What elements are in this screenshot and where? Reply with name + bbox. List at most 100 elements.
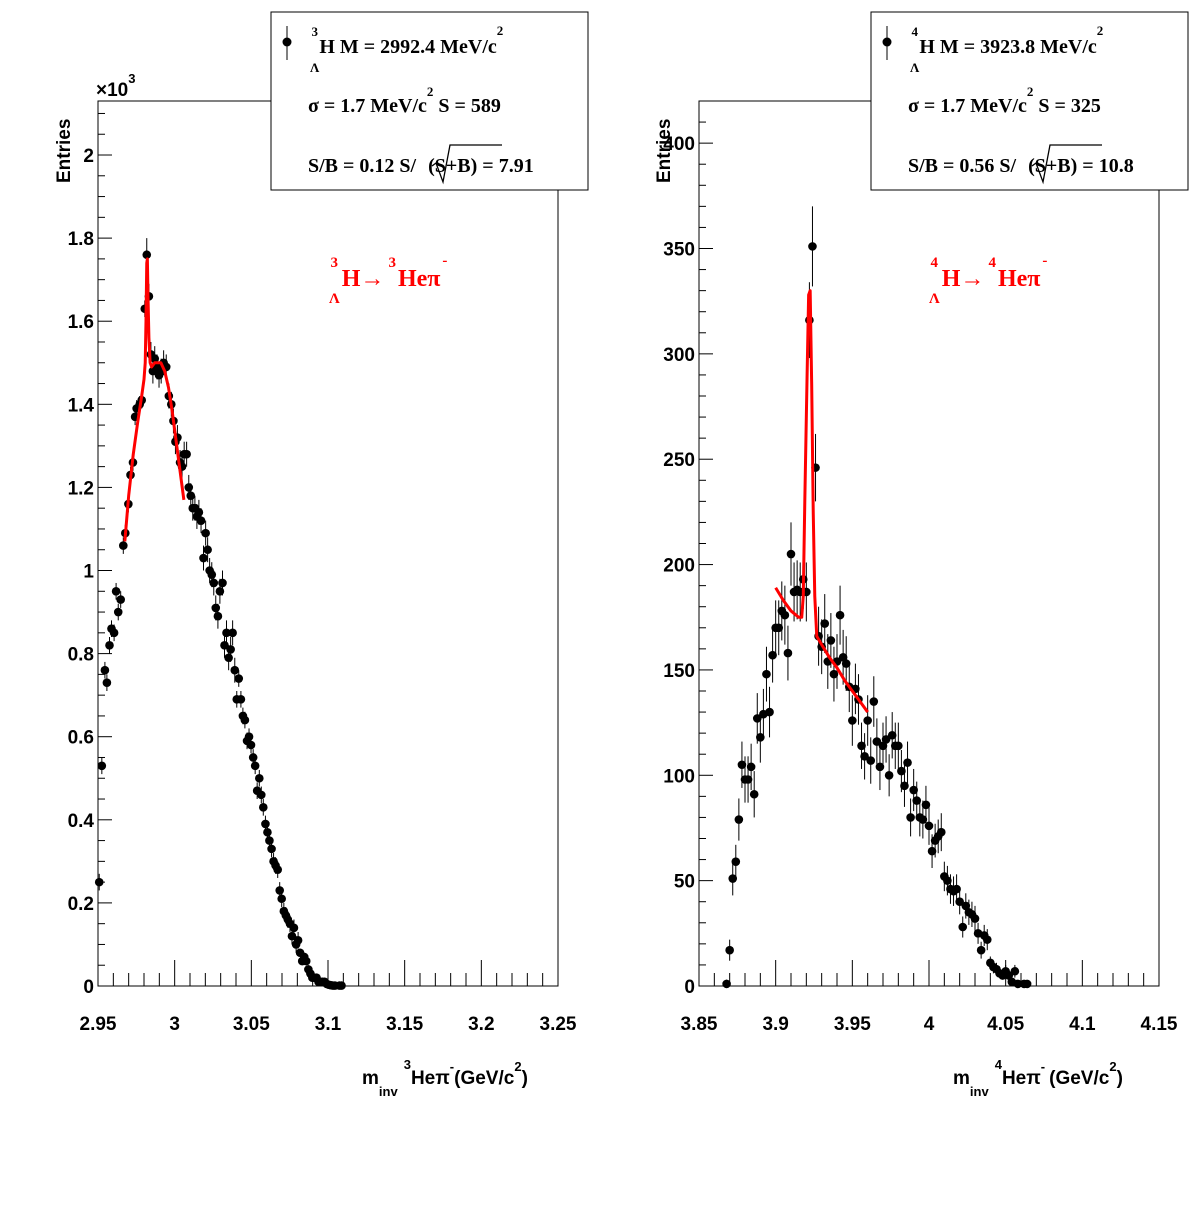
tick-labels: 3.85 3.9 3.95 4 4.05 4.1 4.15 0 50 100 150 200 250 30… — [663, 134, 1178, 1035]
data-point — [887, 712, 897, 759]
data-point — [255, 769, 264, 787]
data-marker — [743, 775, 753, 784]
data-marker — [734, 815, 744, 824]
data-point — [746, 743, 756, 791]
x-tick-label: 3.25 — [540, 1014, 577, 1035]
data-point — [912, 781, 922, 820]
data-marker — [244, 732, 254, 742]
axis-ticks — [698, 100, 1160, 987]
data-point — [903, 741, 912, 784]
data-marker — [228, 628, 237, 638]
right-panel-hyperhydrogen4: 3.85 3.9 3.95 4 4.05 4.1 4.15 0 50 100 150 200 250 30… — [654, 11, 1189, 1099]
data-point — [783, 625, 793, 681]
data-marker — [912, 796, 922, 805]
data-marker — [900, 781, 909, 791]
data-point — [234, 670, 244, 687]
data-marker — [872, 737, 882, 746]
data-marker — [749, 789, 759, 799]
data-marker — [924, 821, 934, 831]
tick-labels: 2.95 3 3.05 3.1 3.15 3.2 3.25 0 0.2 0.4 0.6 0.8 1 1.2… — [68, 146, 577, 1035]
data-marker — [943, 876, 952, 885]
x-tick-label: 4.15 — [1141, 1014, 1178, 1035]
y-tick-label: 0 — [684, 977, 695, 998]
data-marker — [203, 545, 212, 555]
data-point — [780, 585, 790, 645]
data-marker — [848, 716, 857, 725]
y-tick-label: 0 — [83, 977, 94, 998]
data-marker — [774, 623, 784, 633]
left-panel-hypertriton: 2.95 3 3.05 3.1 3.15 3.2 3.25 0 0.2 0.4 0.6 0.8 1 1.2… — [54, 11, 589, 1099]
data-marker — [841, 659, 851, 668]
data-marker — [808, 242, 817, 251]
data-marker — [958, 922, 968, 932]
data-marker — [255, 773, 264, 783]
data-point — [100, 661, 110, 679]
data-marker — [116, 595, 125, 604]
data-marker — [756, 733, 765, 742]
fit-line — [774, 289, 869, 713]
data-marker — [97, 761, 107, 771]
data-marker — [273, 865, 283, 874]
legend-line-sigma: σ = 1.7 MeV/c2 S = 589 — [308, 84, 501, 117]
data-marker — [887, 730, 897, 740]
data-marker — [102, 678, 112, 687]
data-marker — [921, 800, 931, 810]
data-point — [1013, 979, 1023, 989]
y-tick-label: 150 — [663, 661, 695, 682]
y-tick-label: 1.6 — [68, 312, 94, 333]
data-marker — [927, 846, 937, 856]
data-marker — [857, 741, 866, 751]
data-marker — [752, 714, 762, 723]
data-marker — [970, 914, 980, 923]
data-marker — [275, 886, 285, 895]
y-axis-label: Entries — [654, 119, 675, 183]
y-tick-label: 400 — [663, 134, 695, 155]
data-point — [1010, 964, 1020, 978]
data-marker — [1022, 979, 1032, 989]
data-marker — [903, 758, 912, 767]
data-marker — [982, 935, 992, 944]
data-point — [875, 743, 885, 791]
data-point — [860, 733, 869, 780]
data-point — [982, 929, 992, 951]
x-tick-label: 3.2 — [468, 1014, 494, 1035]
data-marker — [207, 570, 217, 579]
y-tick-label: 50 — [674, 872, 695, 893]
data-point — [182, 441, 191, 467]
data-marker — [829, 669, 839, 679]
data-marker — [762, 669, 771, 679]
legend-box: 3 ΛH M = 2992.4 MeV/c2 σ = 1.7 MeV/c2 S =… — [270, 11, 589, 191]
data-marker — [881, 735, 891, 744]
data-marker — [826, 636, 836, 645]
data-point — [872, 718, 882, 765]
data-marker — [265, 836, 274, 845]
legend-line-significance: S/B = 0.56 S/(S+B) = 10.8 — [908, 155, 1134, 177]
x-tick-label: 3.05 — [233, 1014, 270, 1035]
data-marker — [869, 697, 879, 706]
data-marker — [293, 935, 303, 945]
y-tick-label: 1.2 — [68, 478, 94, 499]
data-point — [866, 737, 876, 784]
data-point — [293, 931, 303, 949]
y-tick-label: 1 — [83, 562, 94, 583]
y-tick-label: 1.8 — [68, 229, 94, 250]
data-point — [924, 806, 934, 845]
data-marker — [783, 648, 793, 658]
fit-line — [123, 257, 186, 542]
data-marker — [897, 766, 906, 776]
x-tick-label: 4.1 — [1069, 1014, 1096, 1035]
data-marker — [201, 528, 210, 538]
data-marker — [737, 760, 747, 770]
data-point — [857, 722, 866, 769]
data-point — [894, 722, 903, 769]
data-point — [267, 840, 276, 858]
data-point — [301, 956, 311, 966]
data-marker — [100, 665, 110, 675]
decay-annotation: 4 ΛH→4Heπ- — [929, 253, 1047, 307]
x-tick-label: 3.85 — [681, 1014, 718, 1035]
data-marker — [1013, 979, 1023, 989]
data-marker — [263, 827, 272, 837]
data-marker — [94, 877, 104, 887]
data-marker — [182, 449, 191, 459]
data-points — [94, 238, 346, 990]
